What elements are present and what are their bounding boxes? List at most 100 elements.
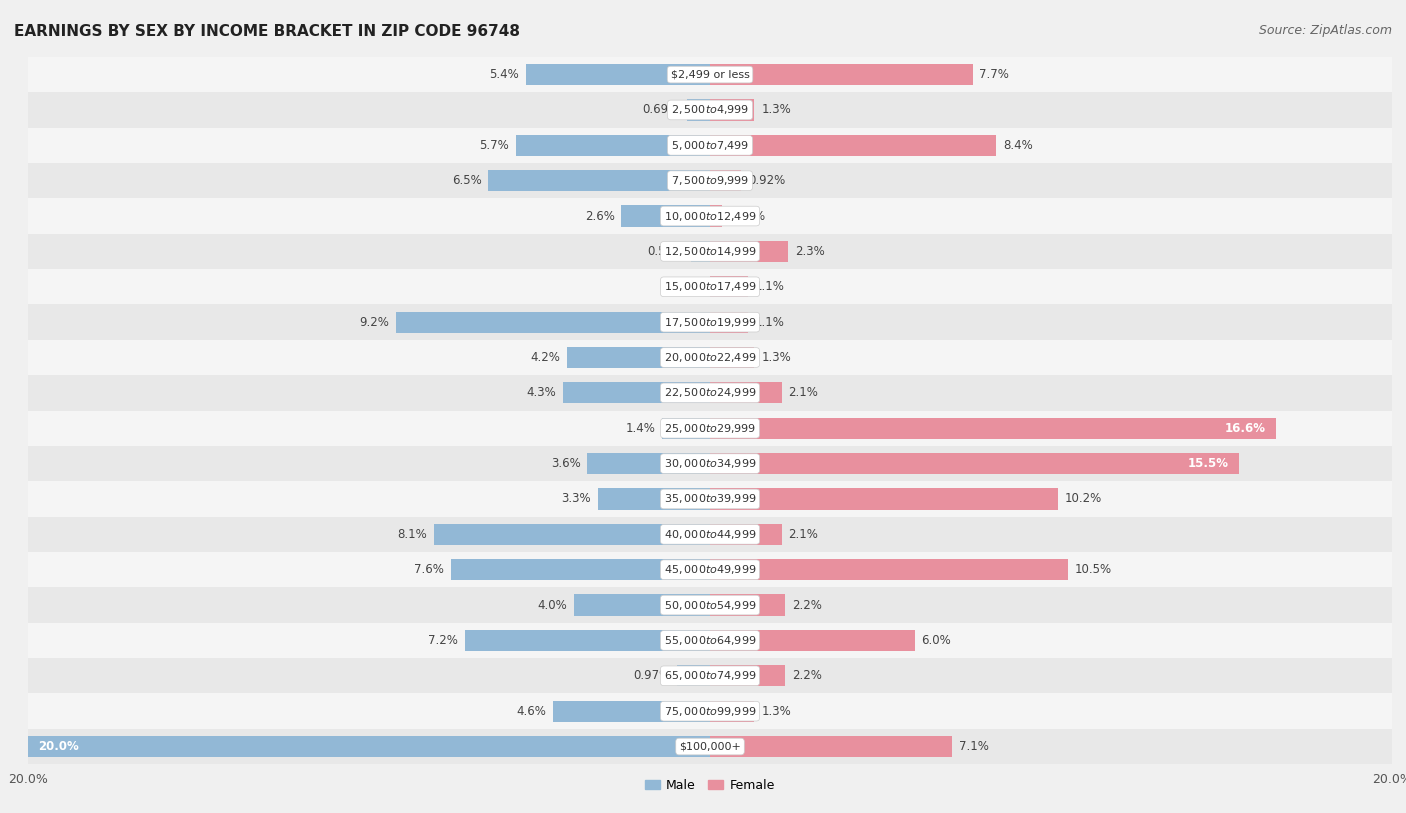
Text: $65,000 to $74,999: $65,000 to $74,999 [664, 669, 756, 682]
Bar [28, 517, 1392, 552]
Bar [710, 206, 721, 227]
Text: 3.3%: 3.3% [561, 493, 591, 506]
Bar [28, 729, 1392, 764]
Bar [710, 311, 748, 333]
Legend: Male, Female: Male, Female [640, 774, 780, 797]
Bar [28, 659, 1392, 693]
Text: $17,500 to $19,999: $17,500 to $19,999 [664, 315, 756, 328]
Text: 7.2%: 7.2% [427, 634, 458, 647]
Bar [516, 135, 710, 156]
Bar [690, 241, 710, 262]
Text: $100,000+: $100,000+ [679, 741, 741, 751]
Text: $25,000 to $29,999: $25,000 to $29,999 [664, 422, 756, 435]
Bar [574, 594, 710, 615]
Text: 0.69%: 0.69% [643, 103, 679, 116]
Bar [710, 135, 997, 156]
Bar [28, 376, 1392, 411]
Bar [28, 128, 1392, 163]
Text: Source: ZipAtlas.com: Source: ZipAtlas.com [1258, 24, 1392, 37]
Text: 4.6%: 4.6% [516, 705, 547, 718]
Bar [28, 736, 710, 757]
Text: $2,499 or less: $2,499 or less [671, 70, 749, 80]
Text: 10.5%: 10.5% [1074, 563, 1112, 576]
Bar [28, 92, 1392, 128]
Bar [28, 481, 1392, 517]
Bar [710, 99, 755, 120]
Text: EARNINGS BY SEX BY INCOME BRACKET IN ZIP CODE 96748: EARNINGS BY SEX BY INCOME BRACKET IN ZIP… [14, 24, 520, 39]
Bar [28, 304, 1392, 340]
Bar [710, 64, 973, 85]
Text: 1.1%: 1.1% [755, 315, 785, 328]
Bar [28, 340, 1392, 375]
Bar [710, 665, 785, 686]
Bar [28, 57, 1392, 92]
Text: $12,500 to $14,999: $12,500 to $14,999 [664, 245, 756, 258]
Text: $2,500 to $4,999: $2,500 to $4,999 [671, 103, 749, 116]
Text: 5.7%: 5.7% [479, 139, 509, 152]
Text: 2.3%: 2.3% [796, 245, 825, 258]
Bar [598, 489, 710, 510]
Bar [526, 64, 710, 85]
Bar [28, 587, 1392, 623]
Bar [28, 446, 1392, 481]
Text: 1.3%: 1.3% [761, 705, 792, 718]
Text: 2.2%: 2.2% [792, 598, 821, 611]
Text: 4.2%: 4.2% [530, 351, 560, 364]
Bar [710, 701, 755, 722]
Text: 2.6%: 2.6% [585, 210, 614, 223]
Text: 0.34%: 0.34% [728, 210, 765, 223]
Text: 16.6%: 16.6% [1225, 422, 1265, 435]
Text: 0.0%: 0.0% [673, 280, 703, 293]
Bar [28, 269, 1392, 304]
Bar [28, 623, 1392, 659]
Bar [710, 630, 915, 651]
Text: 0.56%: 0.56% [647, 245, 685, 258]
Text: $40,000 to $44,999: $40,000 to $44,999 [664, 528, 756, 541]
Bar [451, 559, 710, 580]
Bar [28, 163, 1392, 198]
Bar [396, 311, 710, 333]
Text: 4.0%: 4.0% [537, 598, 567, 611]
Bar [676, 665, 710, 686]
Text: 1.3%: 1.3% [761, 103, 792, 116]
Bar [686, 99, 710, 120]
Bar [710, 736, 952, 757]
Text: 3.6%: 3.6% [551, 457, 581, 470]
Text: $50,000 to $54,999: $50,000 to $54,999 [664, 598, 756, 611]
Bar [621, 206, 710, 227]
Bar [28, 552, 1392, 587]
Text: 8.4%: 8.4% [1004, 139, 1033, 152]
Text: $20,000 to $22,499: $20,000 to $22,499 [664, 351, 756, 364]
Text: $15,000 to $17,499: $15,000 to $17,499 [664, 280, 756, 293]
Text: 2.1%: 2.1% [789, 386, 818, 399]
Text: 1.4%: 1.4% [626, 422, 655, 435]
Bar [710, 453, 1239, 474]
Text: 6.0%: 6.0% [921, 634, 952, 647]
Bar [567, 347, 710, 368]
Bar [28, 198, 1392, 234]
Bar [553, 701, 710, 722]
Bar [710, 489, 1057, 510]
Bar [464, 630, 710, 651]
Text: 20.0%: 20.0% [38, 740, 79, 753]
Text: 9.2%: 9.2% [360, 315, 389, 328]
Text: 0.97%: 0.97% [633, 669, 671, 682]
Bar [710, 170, 741, 191]
Text: 7.7%: 7.7% [980, 68, 1010, 81]
Text: 6.5%: 6.5% [451, 174, 482, 187]
Bar [710, 524, 782, 545]
Bar [710, 241, 789, 262]
Bar [588, 453, 710, 474]
Text: 4.3%: 4.3% [527, 386, 557, 399]
Bar [28, 693, 1392, 729]
Text: $7,500 to $9,999: $7,500 to $9,999 [671, 174, 749, 187]
Text: 7.6%: 7.6% [415, 563, 444, 576]
Bar [434, 524, 710, 545]
Bar [710, 559, 1069, 580]
Bar [488, 170, 710, 191]
Bar [28, 411, 1392, 446]
Text: $5,000 to $7,499: $5,000 to $7,499 [671, 139, 749, 152]
Text: $55,000 to $64,999: $55,000 to $64,999 [664, 634, 756, 647]
Text: 7.1%: 7.1% [959, 740, 988, 753]
Bar [710, 594, 785, 615]
